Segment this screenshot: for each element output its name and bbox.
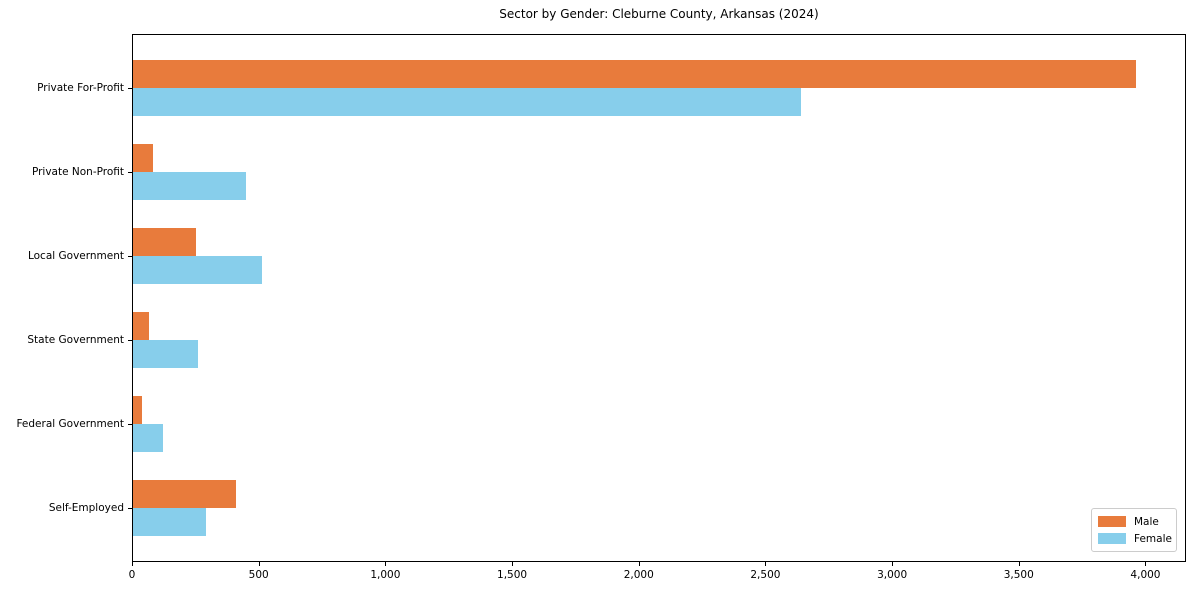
legend-row-female: Female <box>1098 530 1172 547</box>
bar-female-4 <box>133 424 164 452</box>
legend-label: Female <box>1134 532 1172 545</box>
legend-label: Male <box>1134 515 1159 528</box>
ytick-label: Local Government <box>27 250 124 262</box>
legend-swatch-male <box>1098 516 1126 527</box>
bar-male-3 <box>133 312 150 340</box>
xtick-mark <box>258 562 260 566</box>
bar-female-5 <box>133 508 207 536</box>
xtick-label: 1,500 <box>497 569 528 581</box>
xtick-mark <box>132 562 133 566</box>
xtick-mark <box>512 562 514 566</box>
ytick-label: Private Non-Profit <box>31 166 124 178</box>
xtick-mark <box>892 562 894 566</box>
ytick-mark <box>128 508 132 509</box>
xtick-mark <box>765 562 767 566</box>
ytick-label: Private For-Profit <box>37 82 124 94</box>
ytick-mark <box>128 340 132 341</box>
bar-female-1 <box>133 172 246 200</box>
ytick-mark <box>128 88 132 89</box>
xtick-mark <box>1145 562 1147 566</box>
bar-male-1 <box>133 144 154 172</box>
ytick-mark <box>128 424 132 425</box>
ytick-label: Self-Employed <box>48 502 124 514</box>
legend: Male Female <box>1091 508 1177 552</box>
xtick-mark <box>638 562 640 566</box>
xtick-label: 3,500 <box>1003 569 1034 581</box>
xtick-label: 500 <box>248 569 269 581</box>
xtick-label: 1,000 <box>370 569 401 581</box>
xtick-label: 2,000 <box>623 569 654 581</box>
xtick-mark <box>385 562 387 566</box>
ytick-label: Federal Government <box>16 418 124 430</box>
chart-title: Sector by Gender: Cleburne County, Arkan… <box>499 7 819 21</box>
bar-male-5 <box>133 480 236 508</box>
bar-female-3 <box>133 340 198 368</box>
legend-row-male: Male <box>1098 513 1170 530</box>
xtick-label: 2,500 <box>750 569 781 581</box>
xtick-label: 0 <box>128 569 136 581</box>
xtick-label: 3,000 <box>877 569 908 581</box>
plot-area <box>132 34 1186 562</box>
bar-female-0 <box>133 88 801 116</box>
xtick-mark <box>1018 562 1020 566</box>
legend-swatch-female <box>1098 533 1126 544</box>
ytick-label: State Government <box>27 334 124 346</box>
ytick-mark <box>128 172 132 173</box>
xtick-label: 4,000 <box>1130 569 1161 581</box>
bar-male-2 <box>133 228 197 256</box>
bar-male-0 <box>133 60 1137 88</box>
ytick-mark <box>128 256 132 257</box>
bar-male-4 <box>133 396 142 424</box>
bar-female-2 <box>133 256 263 284</box>
